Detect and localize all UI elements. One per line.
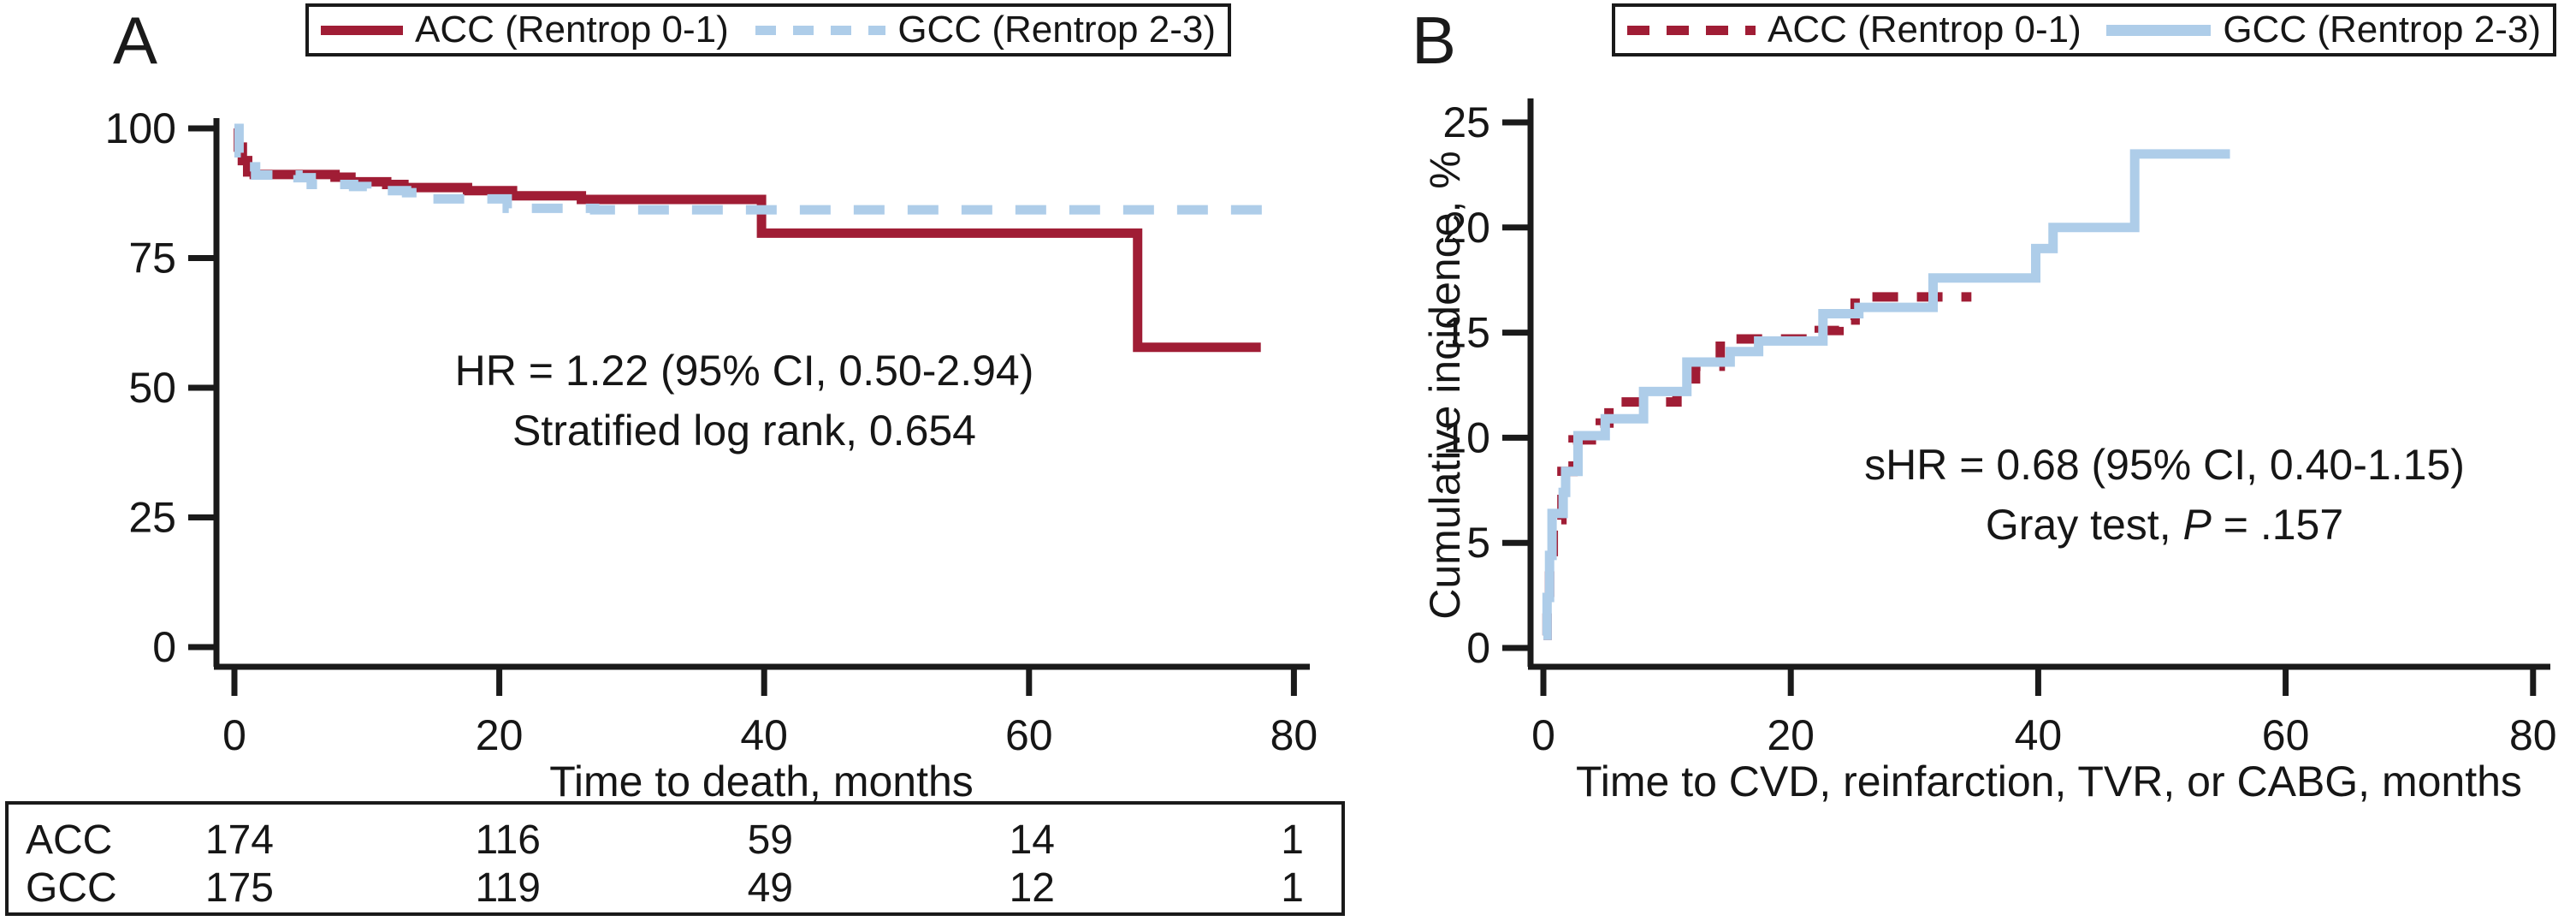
risk-count: 1 [1281, 865, 1304, 911]
y-tick-label: 10 [1442, 413, 1490, 461]
x-tick-label: 0 [222, 711, 246, 759]
legend-item-gcc-a: GCC (Rentrop 2-3) [755, 9, 1216, 51]
risk-count: 14 [1009, 817, 1055, 863]
risk-count: 12 [1009, 865, 1055, 911]
panel-a-label: A [113, 3, 158, 78]
panel-b-label: B [1412, 3, 1457, 78]
p-value: = .157 [2211, 501, 2344, 549]
risk-row-gcc-label: GCC [26, 865, 117, 911]
y-tick-label: 25 [1442, 98, 1490, 146]
legend-acc-label: ACC (Rentrop 0-1) [415, 9, 729, 51]
risk-count: 59 [747, 817, 793, 863]
x-tick-label: 40 [740, 711, 788, 759]
panel-b-incidence-plot: 0 5 10 15 20 25 0 20 40 60 80 [1442, 98, 2557, 759]
risk-count: 174 [204, 817, 274, 863]
legend-panel-a: ACC (Rentrop 0-1) GCC (Rentrop 2-3) [305, 3, 1231, 56]
panel-a-stats-annotation: HR = 1.22 (95% CI, 0.50-2.94) Stratified… [359, 341, 1129, 460]
gcc-solid-line-swatch [2106, 24, 2212, 36]
p-symbol: P [2182, 501, 2212, 549]
panel-b-x-axis-title: Time to CVD, reinfarction, TVR, or CABG,… [1576, 758, 2522, 805]
risk-count: 175 [204, 865, 274, 911]
panel-b-y-axis-title: Cumulative incidence, % [1421, 151, 1469, 620]
curve-acc [234, 123, 1261, 353]
x-tick-label: 80 [1270, 711, 1318, 759]
risk-count: 1 [1281, 817, 1304, 863]
panel-a-x-axis-title: Time to death, months [549, 758, 974, 805]
curve-gcc [1542, 149, 2230, 640]
y-tick-label: 0 [152, 623, 176, 671]
risk-count: 49 [747, 865, 793, 911]
gray-test-prefix: Gray test, [1985, 501, 2183, 549]
y-tick-label: 5 [1466, 519, 1490, 567]
legend-gcc-label: GCC (Rentrop 2-3) [2223, 9, 2541, 51]
y-tick-label: 100 [105, 104, 176, 152]
y-tick-label: 20 [1442, 204, 1490, 252]
legend-item-gcc-b: GCC (Rentrop 2-3) [2106, 9, 2541, 51]
y-tick-label: 75 [128, 235, 176, 282]
acc-dashed-line-swatch [1627, 25, 1756, 35]
number-at-risk-table: ACC GCC 174 116 59 14 1 175 119 49 12 1 [5, 801, 1345, 916]
curve-gcc [234, 123, 1281, 215]
x-tick-label: 20 [1767, 711, 1815, 759]
legend-panel-b: ACC (Rentrop 0-1) GCC (Rentrop 2-3) [1612, 3, 2556, 56]
curve-acc [1542, 292, 1972, 640]
shr-line: sHR = 0.68 (95% CI, 0.40-1.15) [1864, 441, 2465, 489]
y-tick-label: 15 [1442, 309, 1490, 357]
risk-count: 116 [475, 817, 541, 863]
x-tick-label: 60 [2262, 711, 2310, 759]
gray-test-line: Gray test, P = .157 [1780, 495, 2549, 555]
risk-row-acc-label: ACC [26, 817, 113, 863]
gcc-dashed-line-swatch [755, 25, 886, 35]
risk-count: 119 [475, 865, 541, 911]
x-tick-label: 80 [2509, 711, 2557, 759]
y-tick-label: 25 [128, 494, 176, 542]
legend-item-acc-b: ACC (Rentrop 0-1) [1627, 9, 2082, 51]
x-tick-label: 60 [1005, 711, 1053, 759]
x-tick-label: 40 [2015, 711, 2063, 759]
panel-b-stats-annotation: sHR = 0.68 (95% CI, 0.40-1.15) Gray test… [1780, 435, 2549, 555]
logrank-line: Stratified log rank, 0.654 [512, 407, 976, 455]
y-tick-label: 0 [1466, 624, 1490, 672]
legend-gcc-label: GCC (Rentrop 2-3) [897, 9, 1216, 51]
panel-a-survival-plot: 0 25 50 75 100 0 20 40 60 80 [105, 104, 1318, 759]
legend-item-acc-a: ACC (Rentrop 0-1) [321, 9, 729, 51]
legend-acc-label: ACC (Rentrop 0-1) [1768, 9, 2082, 51]
x-tick-label: 0 [1531, 711, 1555, 759]
acc-solid-line-swatch [321, 25, 403, 35]
y-tick-label: 50 [128, 364, 176, 412]
x-tick-label: 20 [476, 711, 524, 759]
hr-line: HR = 1.22 (95% CI, 0.50-2.94) [454, 347, 1034, 395]
